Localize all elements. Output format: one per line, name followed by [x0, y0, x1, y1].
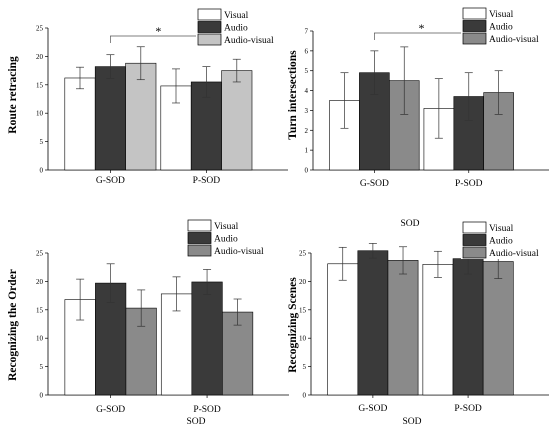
bar [422, 264, 454, 396]
y-tick-label: 5 [305, 67, 309, 75]
y-tick-label: 20 [36, 278, 44, 286]
y-tick-label: 0 [305, 167, 309, 175]
legend-label: Visual [214, 222, 239, 232]
bar [191, 281, 223, 396]
y-axis-label: Route retracing [7, 56, 19, 134]
x-tick-label: P-SOD [193, 405, 221, 415]
legend-label: Audio-visual [224, 36, 274, 46]
legend-swatch [462, 221, 487, 234]
chart-panel-4: 0 5 10 15 20 25 G-SOD P-SOD SOD Recognizing Scene… [287, 221, 549, 427]
legend-label: Audio-visual [489, 249, 539, 259]
y-axis-label: Turn intersections [287, 50, 299, 140]
x-tick-label: P-SOD [455, 179, 483, 189]
y-axis-label: Recognizing the Order [7, 269, 19, 381]
x-tick-label: G-SOD [96, 176, 125, 186]
y-tick-label: 5 [40, 138, 44, 146]
y-tick-label: 2 [305, 127, 309, 135]
x-tick-label: G-SOD [358, 404, 387, 414]
legend-label: Audio-visual [489, 35, 539, 45]
y-tick-label: 20 [36, 53, 44, 61]
legend: Visual Audio Audio-visual [461, 7, 547, 45]
y-tick-label: 10 [36, 110, 44, 118]
x-tick-label: P-SOD [454, 404, 482, 414]
y-tick-label: 25 [299, 250, 307, 258]
legend-swatch [462, 20, 487, 32]
y-tick-label: 0 [303, 392, 307, 400]
y-tick-label: 25 [36, 25, 44, 33]
x-tick-label: G-SOD [360, 179, 389, 189]
bar [452, 258, 484, 396]
y-tick-label: 25 [36, 250, 44, 258]
y-tick-label: 0 [40, 392, 44, 400]
legend: Visual Audio Audio-visual [461, 221, 547, 259]
bar [357, 250, 389, 396]
legend-label: Visual [224, 11, 249, 21]
y-tick-label: 5 [303, 363, 307, 371]
chart-panel-2: 0 1 2 3 4 5 6 7 G-SOD P-SOD SOD Turn intersections *… [287, 7, 549, 229]
y-tick-label: 4 [305, 87, 309, 95]
x-axis-label: SOD [400, 219, 419, 229]
legend-label: Audio-visual [214, 247, 264, 257]
x-axis-label: SOD [186, 417, 205, 427]
legend-swatch [462, 234, 487, 246]
bar [482, 261, 514, 396]
chart-panel-3: 0 5 10 15 20 25 G-SOD P-SOD SOD Recognizing the O… [7, 219, 289, 427]
legend-swatch [187, 219, 212, 232]
y-tick-label: 3 [305, 107, 309, 115]
y-tick-label: 15 [36, 306, 44, 314]
legend-swatch [462, 246, 487, 259]
legend-swatch [462, 32, 487, 45]
bar [125, 62, 157, 171]
legend-label: Visual [489, 224, 514, 234]
y-tick-label: 1 [305, 147, 309, 155]
bar [387, 260, 419, 396]
y-tick-label: 7 [305, 28, 309, 36]
y-tick-label: 5 [40, 363, 44, 371]
legend-swatch [462, 7, 487, 20]
y-tick-label: 20 [299, 278, 307, 286]
legend-label: Audio [224, 24, 248, 34]
significance-marker: * [155, 24, 161, 38]
y-tick-label: 6 [305, 47, 309, 55]
legend-swatch [197, 21, 222, 33]
legend-label: Audio [489, 23, 513, 33]
legend-swatch [187, 244, 212, 257]
legend-swatch [197, 8, 222, 21]
significance-marker: * [419, 21, 425, 35]
y-axis-label: Recognizing Scenes [287, 277, 299, 373]
bar [64, 77, 96, 171]
legend-swatch [187, 232, 212, 244]
x-tick-label: G-SOD [96, 405, 125, 415]
bar [327, 263, 359, 396]
legend-label: Audio [214, 235, 238, 245]
legend-label: Visual [489, 10, 514, 20]
bar [222, 311, 254, 396]
y-tick-label: 10 [299, 335, 307, 343]
x-tick-label: P-SOD [193, 176, 221, 186]
y-tick-label: 15 [36, 81, 44, 89]
bar [221, 70, 253, 171]
legend: Visual Audio Audio-visual [196, 8, 282, 46]
y-tick-label: 10 [36, 335, 44, 343]
legend: Visual Audio Audio-visual [186, 219, 272, 257]
y-tick-label: 0 [40, 167, 44, 175]
legend-label: Audio [489, 237, 513, 247]
y-tick-label: 15 [299, 306, 307, 314]
legend-swatch [197, 33, 222, 46]
bar [94, 66, 126, 171]
x-axis-label: SOD [402, 417, 421, 427]
